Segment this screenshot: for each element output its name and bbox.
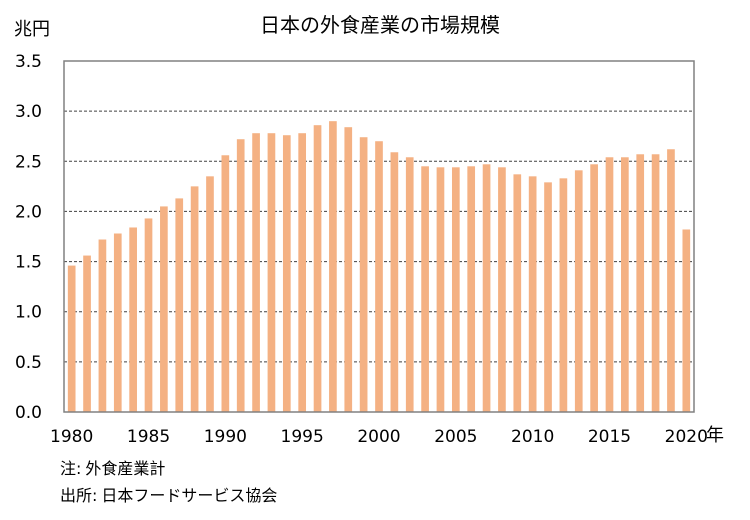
bar-2013	[574, 170, 583, 412]
y-axis-ticks: 0.0 0.5 1.0 1.5 2.0 2.5 3.0 3.5	[15, 52, 42, 423]
y-tick-label: 0.5	[15, 353, 42, 373]
bar-2001	[390, 152, 399, 412]
plot-area-frame	[63, 60, 695, 413]
bar-1996	[313, 125, 322, 412]
bar-2015	[605, 157, 614, 412]
bar-1995	[298, 133, 307, 412]
bar-1983	[113, 233, 122, 412]
y-tick-label: 0.0	[15, 403, 42, 423]
bar-2018	[651, 154, 660, 412]
bar-1999	[359, 137, 368, 412]
x-tick-label: 1995	[281, 427, 324, 447]
bar-2017	[636, 154, 645, 412]
bar-2014	[590, 164, 598, 412]
bar-2005	[451, 167, 460, 412]
bar-2011	[544, 182, 552, 412]
x-axis-unit-label: 年	[706, 425, 724, 446]
source-label: 出所:	[60, 486, 98, 505]
bar-2010	[528, 176, 537, 412]
bar-1986	[160, 206, 168, 412]
x-tick-label: 1985	[127, 427, 170, 447]
bar-2004	[436, 167, 445, 412]
bar-1992	[252, 133, 260, 412]
footnote-source: 出所: 日本フードサービス協会	[60, 486, 277, 506]
bar-1994	[282, 135, 291, 412]
y-tick-label: 1.0	[15, 303, 42, 323]
x-axis-ticks: 1980 1985 1990 1995 2000 2005 2010 2015 2020	[50, 427, 708, 447]
bar-2012	[559, 178, 568, 412]
bar-2007	[482, 164, 491, 412]
y-tick-label: 1.5	[15, 253, 42, 273]
chart-title: 日本の外食産業の市場規模	[260, 13, 500, 37]
bar-2019	[667, 149, 675, 412]
bar-2016	[621, 157, 629, 412]
footnote-note: 注: 外食産業計	[60, 459, 165, 479]
y-tick-label: 2.5	[15, 152, 42, 172]
bar-1993	[267, 133, 276, 412]
note-label: 注:	[60, 459, 82, 478]
x-tick-label: 2015	[588, 427, 631, 447]
bar-1990	[221, 155, 230, 413]
bar-2006	[467, 166, 476, 412]
bar-1988	[190, 186, 199, 412]
x-tick-label: 2010	[511, 427, 554, 447]
x-tick-label: 2020	[665, 427, 708, 447]
note-text: 外食産業計	[85, 459, 166, 478]
bar-1982	[98, 239, 107, 412]
bar-1991	[236, 139, 245, 413]
bar-1997	[329, 121, 337, 413]
y-tick-label: 2.0	[15, 202, 42, 222]
bar-1985	[144, 218, 153, 412]
bar-1981	[83, 255, 91, 412]
y-tick-label: 3.0	[15, 102, 42, 122]
bar-2002	[405, 157, 414, 412]
source-text: 日本フードサービス協会	[101, 486, 278, 505]
y-axis-unit-label: 兆円	[14, 19, 50, 40]
bar-2000	[375, 141, 383, 412]
x-tick-label: 1980	[50, 427, 93, 447]
bar-1980	[67, 265, 76, 412]
bars	[67, 121, 691, 413]
bar-2008	[498, 167, 506, 412]
bar-1984	[129, 227, 137, 412]
bar-2020	[682, 229, 691, 412]
bar-2003	[421, 166, 429, 412]
x-tick-label: 2000	[357, 427, 400, 447]
bar-1998	[344, 127, 353, 412]
x-tick-label: 2005	[434, 427, 477, 447]
bar-1987	[175, 198, 184, 412]
x-tick-label: 1990	[204, 427, 247, 447]
bar-1989	[206, 176, 214, 412]
bar-2009	[513, 174, 522, 412]
y-tick-label: 3.5	[15, 52, 42, 72]
